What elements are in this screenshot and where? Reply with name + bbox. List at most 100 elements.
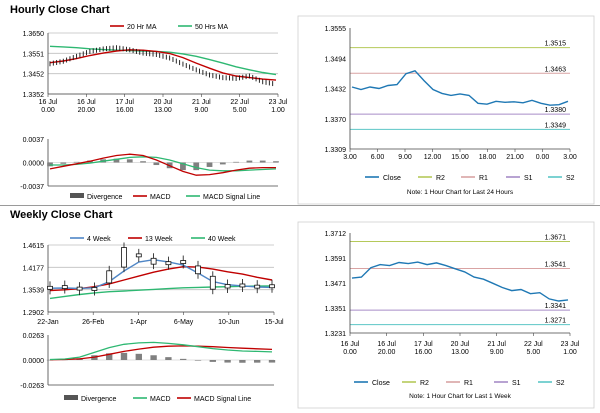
y-tick-label: 0.0000 bbox=[23, 161, 45, 168]
close-chart-panel bbox=[297, 15, 595, 205]
y-tick-label: 1.3471 bbox=[325, 281, 347, 288]
x-tick-label: 10-Jun bbox=[218, 319, 240, 326]
candle-body bbox=[165, 261, 172, 266]
y-tick-label: 1.3551 bbox=[23, 51, 45, 58]
x-tick-label: 9.00 bbox=[398, 154, 412, 161]
ma-50-line bbox=[49, 45, 277, 76]
legend-label: S1 bbox=[524, 175, 533, 182]
legend-swatch bbox=[64, 395, 78, 400]
level-label: 1.3380 bbox=[545, 107, 567, 114]
divergence-bar bbox=[60, 162, 67, 164]
ma-40-week-line bbox=[49, 285, 273, 300]
divergence-bar bbox=[120, 352, 128, 360]
divergence-bar bbox=[206, 162, 213, 167]
legend-label: MACD bbox=[150, 194, 171, 201]
x-tick-label: 9.00 bbox=[195, 107, 209, 114]
signal-line bbox=[50, 156, 277, 172]
x-tick-label: 21 Jul bbox=[487, 341, 506, 348]
x-tick-label: 16 Jul bbox=[377, 341, 396, 348]
y-tick-label: -0.0037 bbox=[20, 184, 44, 191]
legend-swatch bbox=[70, 193, 84, 198]
divergence-bar bbox=[106, 353, 113, 360]
candle-body bbox=[224, 284, 231, 289]
legend-label: Divergence bbox=[81, 396, 117, 403]
x-tick-label: 20 Jul bbox=[154, 99, 173, 106]
x-tick-label: 15.00 bbox=[451, 154, 469, 161]
divergence-bar bbox=[259, 160, 266, 163]
x-tick-label: 12.00 bbox=[424, 154, 442, 161]
x-tick-label: 16.00 bbox=[415, 349, 433, 356]
level-label: 1.3671 bbox=[545, 235, 567, 242]
x-tick-label: 0.00 bbox=[41, 107, 55, 114]
x-tick-label: 16.00 bbox=[116, 107, 134, 114]
divergence-bar bbox=[140, 161, 146, 163]
legend-label: 40 Week bbox=[208, 236, 236, 243]
x-tick-label: 9.00 bbox=[490, 349, 504, 356]
y-tick-label: -0.0263 bbox=[20, 383, 44, 390]
macd-line bbox=[49, 341, 273, 361]
x-tick-label: 1.00 bbox=[563, 349, 577, 356]
chart-note: Note: 1 Hour Chart for Last 24 Hours bbox=[407, 189, 514, 196]
x-tick-label: 26-Feb bbox=[82, 319, 104, 326]
legend-label: Close bbox=[372, 380, 390, 387]
y-tick-label: 1.2902 bbox=[23, 310, 45, 317]
divergence-bar bbox=[254, 360, 261, 363]
legend-label: S1 bbox=[512, 380, 521, 387]
divergence-bar bbox=[180, 162, 186, 171]
divergence-bar bbox=[268, 360, 276, 363]
candle-body bbox=[209, 275, 216, 290]
weekly-section-title: Weekly Close Chart bbox=[10, 209, 113, 221]
x-tick-label: 23 Jul bbox=[269, 99, 288, 106]
y-tick-label: 0.0263 bbox=[23, 333, 45, 340]
divergence-bar bbox=[194, 360, 202, 361]
divergence-bar bbox=[273, 161, 279, 163]
y-tick-label: 1.3452 bbox=[23, 72, 45, 79]
legend-label: MACD Signal Line bbox=[203, 194, 260, 201]
x-tick-label: 16 Jul bbox=[39, 99, 58, 106]
legend-label: R2 bbox=[436, 175, 445, 182]
x-tick-label: 0.00 bbox=[343, 349, 357, 356]
x-tick-label: 21.00 bbox=[506, 154, 524, 161]
divergence-bar bbox=[135, 353, 142, 360]
x-tick-label: 22-Jan bbox=[37, 319, 59, 326]
signal-line bbox=[49, 345, 273, 361]
y-tick-label: 1.3555 bbox=[325, 26, 347, 33]
x-tick-label: 6-May bbox=[174, 319, 194, 326]
x-tick-label: 22 Jul bbox=[524, 341, 543, 348]
legend-label: R1 bbox=[479, 175, 488, 182]
y-tick-label: 0.0037 bbox=[23, 137, 45, 144]
x-tick-label: 17 Jul bbox=[414, 341, 433, 348]
candle-body bbox=[47, 285, 53, 290]
y-tick-label: 1.3539 bbox=[23, 288, 45, 295]
divergence-bar bbox=[224, 360, 231, 363]
y-tick-label: 1.3591 bbox=[325, 256, 347, 263]
y-tick-label: 1.3712 bbox=[325, 231, 347, 238]
x-tick-label: 13.00 bbox=[154, 107, 172, 114]
x-tick-label: 5.00 bbox=[233, 107, 247, 114]
section-divider bbox=[0, 205, 600, 206]
candle-body bbox=[106, 270, 113, 284]
legend-label: 20 Hr MA bbox=[127, 24, 157, 31]
x-tick-label: 20.00 bbox=[78, 107, 96, 114]
divergence-bar bbox=[46, 359, 54, 361]
y-tick-label: 1.3494 bbox=[325, 56, 347, 63]
divergence-bar bbox=[239, 360, 246, 363]
legend-label: Divergence bbox=[87, 194, 123, 201]
level-label: 1.3271 bbox=[545, 318, 567, 325]
candle-body bbox=[135, 253, 142, 258]
ma-4-week-line bbox=[49, 258, 273, 290]
level-label: 1.3541 bbox=[545, 262, 567, 269]
x-tick-label: 3.00 bbox=[343, 154, 357, 161]
legend-label: MACD bbox=[150, 396, 171, 403]
x-tick-label: 6.00 bbox=[371, 154, 385, 161]
x-tick-label: 21 Jul bbox=[192, 99, 211, 106]
y-tick-label: 1.3231 bbox=[325, 331, 347, 338]
x-tick-label: 13.00 bbox=[451, 349, 469, 356]
y-tick-label: 1.3352 bbox=[23, 92, 45, 99]
y-tick-label: 1.3309 bbox=[325, 147, 347, 154]
x-tick-label: 23 Jul bbox=[561, 341, 580, 348]
legend-label: 4 Week bbox=[87, 236, 111, 243]
x-tick-label: 20 Jul bbox=[451, 341, 470, 348]
divergence-bar bbox=[233, 161, 239, 163]
